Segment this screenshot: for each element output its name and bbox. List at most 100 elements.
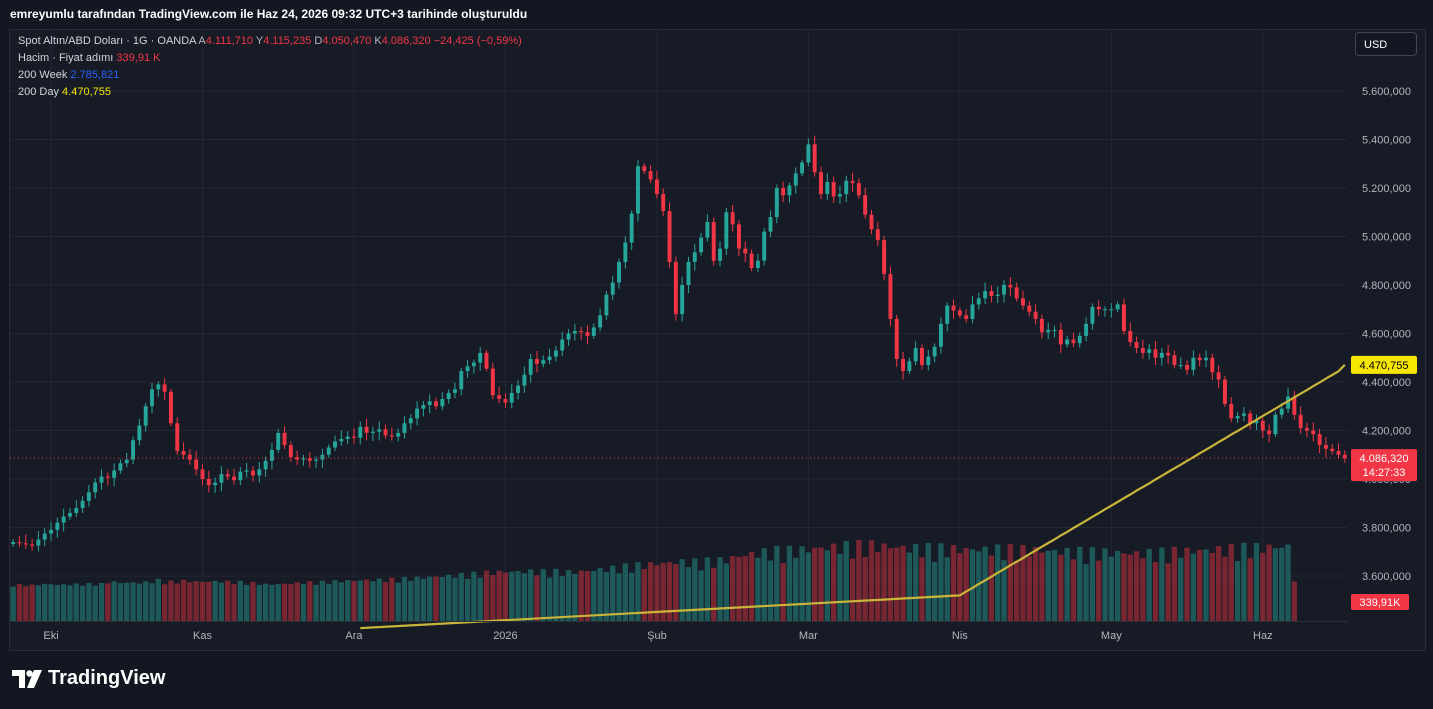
candle-body (1197, 357, 1202, 361)
candle-body (263, 460, 268, 470)
volume-bar (338, 582, 344, 621)
volume-bar (458, 572, 464, 621)
candle-body (23, 543, 28, 545)
volume-bar (1197, 549, 1203, 621)
candle-body (1115, 304, 1120, 310)
candle-body (850, 180, 855, 184)
volume-bar (1222, 556, 1228, 621)
volume-bar (269, 584, 275, 621)
volume-bar (73, 583, 79, 621)
candle-body (194, 459, 199, 470)
candle-body (1008, 285, 1013, 288)
close-value: 4.086,320 (381, 35, 431, 47)
volume-bar (837, 554, 843, 621)
volume-bar (723, 563, 729, 621)
volume-bar (420, 578, 427, 621)
volume-bar (1228, 543, 1234, 621)
volume-bar (1253, 543, 1260, 621)
volume-bar (155, 578, 161, 621)
volume-bar (1279, 547, 1285, 621)
candle-body (370, 431, 375, 433)
close-label: K (374, 35, 382, 47)
volume-bar (1159, 547, 1165, 621)
open-value: 4.111,710 (205, 35, 254, 47)
candle-body (837, 194, 842, 197)
countdown-text: 14:27:33 (1363, 467, 1406, 479)
currency-button[interactable]: USD (1355, 32, 1417, 56)
candle-body (1058, 329, 1063, 345)
volume-bar (231, 584, 237, 621)
candle-body (465, 366, 470, 372)
volume-bar (685, 567, 692, 621)
volume-bar (913, 544, 919, 621)
candle-body (1222, 379, 1227, 404)
candle-body (187, 454, 192, 460)
candle-body (1235, 415, 1240, 419)
volume-bar (1291, 581, 1298, 621)
legend-volume-row[interactable]: Hacim · Fiyat adımı 339,91 K (18, 52, 160, 64)
volume-bar (509, 571, 515, 621)
legend-ma200d-row[interactable]: 200 Day 4.470,755 (18, 86, 111, 98)
volume-bar (218, 582, 225, 621)
candle-body (503, 398, 508, 403)
volume-bar (774, 545, 780, 621)
volume-bar (729, 556, 736, 621)
candle-body (118, 463, 123, 471)
candle-body (301, 458, 306, 460)
candle-body (1311, 430, 1316, 435)
candle-body (421, 405, 426, 409)
volume-bar (79, 585, 86, 621)
volume-bar (755, 557, 761, 621)
symbol-title[interactable]: Spot Altın/ABD Doları · 1G · OANDA (18, 35, 196, 47)
volume-bar (1190, 553, 1197, 621)
brand-name: TradingView (48, 667, 166, 689)
volume-bar (281, 583, 288, 621)
volume-bar (692, 558, 698, 621)
volume-bar (875, 552, 881, 621)
candle-body (730, 212, 735, 225)
volume-bar (976, 551, 982, 621)
tradingview-logo[interactable]: TradingView (12, 667, 165, 690)
volume-bar (1140, 558, 1146, 621)
chart-frame (9, 29, 1426, 651)
volume-bar (660, 562, 666, 621)
candle-body (888, 274, 893, 319)
volume-bar (900, 545, 906, 621)
volume-bar (528, 569, 534, 621)
volume-bar (856, 539, 862, 621)
candle-body (1052, 329, 1057, 331)
candle-body (856, 183, 861, 196)
candle-body (800, 162, 805, 174)
volume-bar (881, 543, 887, 621)
volume-bar (641, 569, 647, 621)
candle-body (989, 291, 994, 296)
legend-ma200w-row[interactable]: 200 Week 2.785,821 (18, 69, 119, 81)
candle-body (307, 458, 312, 461)
candle-body (162, 384, 167, 392)
ma-price-badge-text: 4.470,755 (1360, 360, 1409, 372)
candle-body (42, 533, 47, 540)
volume-bar (149, 583, 155, 621)
candle-body (1077, 335, 1082, 344)
created-by-header: emreyumlu tarafından TradingView.com ile… (10, 7, 528, 21)
candle-body (345, 436, 350, 439)
volume-bar (452, 577, 458, 621)
volume-bar (477, 577, 483, 621)
candle-body (1336, 451, 1341, 455)
volume-bar (351, 580, 357, 621)
candle-body (560, 339, 565, 351)
volume-bar (275, 584, 281, 621)
volume-bar (1077, 546, 1083, 621)
candle-body (541, 360, 546, 364)
candle-body (358, 426, 363, 438)
volume-bar (988, 555, 995, 621)
volume-bar (376, 578, 382, 621)
candle-body (654, 179, 659, 195)
candle-body (831, 181, 836, 197)
candle-body (11, 542, 16, 544)
candle-body (225, 474, 230, 477)
candle-body (938, 323, 943, 347)
y-tick-label: 4.800,000 (1362, 280, 1411, 292)
candle-body (143, 406, 148, 426)
